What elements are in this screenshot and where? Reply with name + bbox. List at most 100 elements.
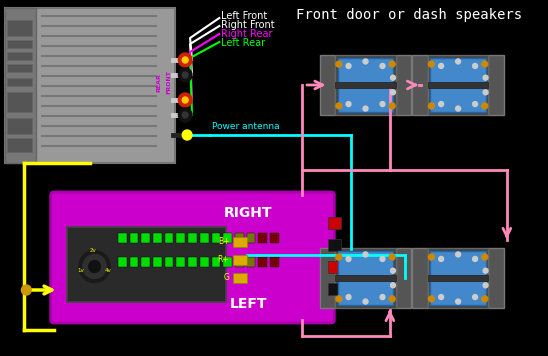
Bar <box>7 138 32 152</box>
Bar <box>335 248 396 308</box>
Circle shape <box>178 53 192 67</box>
Polygon shape <box>430 58 486 83</box>
Bar <box>258 257 267 267</box>
Circle shape <box>391 90 396 95</box>
Polygon shape <box>338 280 393 305</box>
Circle shape <box>389 296 395 302</box>
FancyBboxPatch shape <box>50 192 334 323</box>
Circle shape <box>336 61 342 67</box>
Circle shape <box>439 63 443 68</box>
Bar <box>235 257 244 267</box>
Bar <box>188 257 197 267</box>
Circle shape <box>389 103 395 109</box>
Bar <box>188 233 197 243</box>
Text: 2v: 2v <box>90 247 96 252</box>
Text: 1v: 1v <box>77 268 84 273</box>
Bar <box>233 237 247 247</box>
Bar <box>258 233 267 243</box>
Bar <box>7 92 32 112</box>
Circle shape <box>439 256 443 261</box>
Bar <box>5 8 36 163</box>
Bar <box>247 233 255 243</box>
Polygon shape <box>338 251 393 276</box>
Bar <box>428 248 488 308</box>
Circle shape <box>482 61 488 67</box>
Bar <box>130 233 139 243</box>
Bar <box>396 248 412 308</box>
Polygon shape <box>338 87 393 112</box>
Circle shape <box>178 93 192 107</box>
Circle shape <box>79 251 110 283</box>
Text: LEFT: LEFT <box>229 297 267 311</box>
Text: R+: R+ <box>218 256 230 265</box>
Circle shape <box>346 101 351 106</box>
Circle shape <box>482 296 488 302</box>
Circle shape <box>182 130 192 140</box>
Circle shape <box>363 59 368 64</box>
Bar <box>67 227 226 302</box>
Circle shape <box>182 72 188 78</box>
Circle shape <box>439 294 443 299</box>
Circle shape <box>346 63 351 68</box>
Text: Left Rear: Left Rear <box>221 38 265 48</box>
Bar <box>428 275 488 281</box>
Circle shape <box>473 256 477 261</box>
Bar <box>335 82 396 88</box>
Bar <box>488 56 504 115</box>
Bar <box>141 233 150 243</box>
Circle shape <box>363 299 368 304</box>
Circle shape <box>456 106 460 111</box>
Text: RIGHT: RIGHT <box>224 206 272 220</box>
Bar <box>200 233 209 243</box>
Bar <box>141 257 150 267</box>
Text: Front door or dash speakers: Front door or dash speakers <box>296 8 522 22</box>
Bar <box>7 40 32 48</box>
Bar <box>328 239 341 251</box>
Circle shape <box>336 103 342 109</box>
Bar <box>270 257 279 267</box>
Bar <box>328 217 341 229</box>
Circle shape <box>363 252 368 257</box>
Bar <box>247 257 255 267</box>
Bar <box>428 82 488 88</box>
Bar <box>335 275 396 281</box>
Bar <box>328 283 341 295</box>
Circle shape <box>346 256 351 261</box>
Bar <box>5 8 175 163</box>
Circle shape <box>473 294 477 299</box>
Bar <box>335 56 396 115</box>
Circle shape <box>389 61 395 67</box>
Circle shape <box>178 108 192 122</box>
Circle shape <box>380 256 385 261</box>
Circle shape <box>336 254 342 260</box>
Bar <box>130 257 139 267</box>
Circle shape <box>346 294 351 299</box>
Bar <box>165 233 174 243</box>
Text: Power antenna: Power antenna <box>212 122 279 131</box>
Circle shape <box>483 283 488 288</box>
Circle shape <box>83 255 106 278</box>
Circle shape <box>456 59 460 64</box>
Circle shape <box>473 101 477 106</box>
Circle shape <box>178 68 192 82</box>
Bar <box>118 257 127 267</box>
Bar <box>7 118 32 134</box>
Bar <box>235 233 244 243</box>
Text: Right Rear: Right Rear <box>221 29 273 39</box>
Circle shape <box>429 296 435 302</box>
Bar <box>176 257 185 267</box>
Circle shape <box>391 268 396 273</box>
Text: Right Front: Right Front <box>221 20 275 30</box>
Text: 4v: 4v <box>104 268 111 273</box>
Circle shape <box>429 254 435 260</box>
Polygon shape <box>430 87 486 112</box>
Text: FRONT: FRONT <box>166 70 171 94</box>
Circle shape <box>483 75 488 80</box>
Circle shape <box>89 261 100 272</box>
Circle shape <box>391 283 396 288</box>
Bar <box>412 248 428 308</box>
Circle shape <box>482 254 488 260</box>
Bar <box>153 233 162 243</box>
Circle shape <box>473 63 477 68</box>
Circle shape <box>483 90 488 95</box>
